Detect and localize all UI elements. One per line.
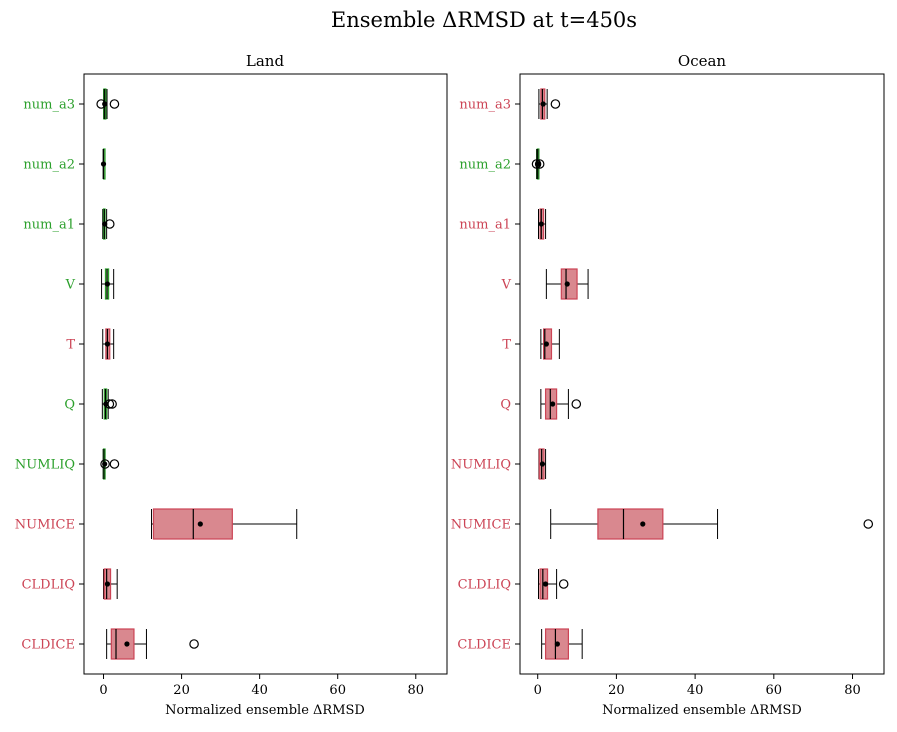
mean-ocean-num-a1 [538,221,544,227]
flier-land-cldice-0 [189,639,199,649]
y-tick-label-ocean-cldice: CLDICE [457,638,511,653]
y-tick-label-ocean-q: Q [500,398,511,413]
flier-land-num-a3-1 [109,99,120,109]
y-tick-label-ocean-numliq: NUMLIQ [451,458,511,473]
mean-land-cldliq [104,581,111,587]
mean-land-numice [197,521,203,527]
mean-ocean-cldice [554,641,560,647]
plot-area-land: 0 20 40 60 80 num_a3 num_a2 num_a1 V T Q NUMLIQ NUMI… [15,73,448,698]
mean-land-num-a1 [102,221,108,227]
boxplot-land-cldliq [103,568,118,600]
mean-ocean-numice [640,521,646,527]
flier-ocean-num-a3-0 [550,99,561,109]
mean-ocean-q [550,401,556,407]
y-tick-label-ocean-num-a2: num_a2 [459,158,511,173]
x-tick-label-ocean-20: 20 [608,683,625,698]
flier-land-numliq-1 [109,459,120,469]
boxplot-ocean-cldice [541,628,583,660]
x-tick-label-land-40: 40 [251,683,268,698]
x-tick-label-land-0: 0 [99,683,107,698]
mean-land-t [104,341,111,347]
y-tick-label-land-num-a1: num_a1 [23,218,75,233]
panel-title-ocean: Ocean [678,52,727,70]
y-tick-label-ocean-cldliq: CLDLIQ [458,578,511,593]
boxplot-ocean-numliq [538,448,547,480]
flier-ocean-num-a2-1 [534,159,545,169]
boxplot-land-cldice [106,628,199,660]
boxplot-ocean-num-a2 [531,148,545,180]
y-tick-label-land-numliq: NUMLIQ [15,458,75,473]
mean-ocean-num-a3 [540,101,546,107]
x-tick-label-land-60: 60 [329,683,346,698]
y-tick-label-ocean-t: T [502,338,511,353]
axes-frame-land [83,73,448,675]
mean-land-num-a2 [100,161,107,167]
x-tick-label-ocean-0: 0 [534,683,542,698]
flier-ocean-numice-0 [863,519,874,529]
x-tick-label-ocean-40: 40 [687,683,704,698]
y-tick-label-land-num-a2: num_a2 [23,158,75,173]
boxplot-land-v [101,268,115,300]
mean-ocean-t [543,341,549,347]
box-ocean-numice [597,508,664,540]
mean-ocean-v [564,281,570,287]
y-tick-label-land-cldliq: CLDLIQ [22,578,75,593]
y-tick-label-ocean-v: V [501,278,512,293]
y-tick-label-land-t: T [66,338,75,353]
boxplot-land-q [101,388,117,420]
y-tick-label-land-numice: NUMICE [15,518,75,533]
mean-ocean-numliq [539,461,546,467]
boxplot-ocean-q [540,388,582,420]
boxplot-land-num-a2 [100,148,107,180]
y-tick-label-ocean-numice: NUMICE [451,518,511,533]
panel-title-land: Land [246,52,285,70]
boxplot-land-t [102,328,115,360]
flier-ocean-q-0 [571,399,582,409]
plot-area-ocean: 0 20 40 60 80 num_a3 num_a2 num_a1 V T Q NUMLIQ NUMI… [451,73,885,698]
x-tick-label-land-20: 20 [173,683,190,698]
boxplot-ocean-t [540,328,560,360]
x-tick-label-ocean-60: 60 [766,683,783,698]
boxplot-ocean-num-a3 [538,88,561,120]
boxplot-ocean-cldliq [537,568,569,600]
y-tick-label-ocean-num-a1: num_a1 [459,218,511,233]
y-tick-label-land-v: V [65,278,76,293]
boxplot-ocean-v [545,268,589,300]
y-tick-label-land-q: Q [64,398,75,413]
flier-ocean-cldliq-0 [558,579,569,589]
boxplot-ocean-num-a1 [537,208,547,240]
x-axis-label-ocean: Normalized ensemble ΔRMSD [602,703,802,718]
axes-frame-ocean [519,73,885,675]
mean-land-q [103,401,109,407]
panel-land: Land 0 20 40 60 80 num_a3 num_a2 num_a1 V T Q NUMLI… [15,52,448,718]
boxplot-land-num-a3 [96,88,120,120]
flier-land-numliq-0 [100,459,110,469]
x-axis-label-land: Normalized ensemble ΔRMSD [165,703,365,718]
mean-land-num-a3 [102,101,108,107]
mean-land-numliq [102,461,108,467]
chart-title: Ensemble ΔRMSD at t=450s [331,8,637,32]
mean-land-cldice [124,641,130,647]
box-land-cldice [110,628,135,660]
y-tick-label-land-num-a3: num_a3 [23,98,75,113]
mean-ocean-num-a2 [535,161,542,167]
boxplot-ocean-numice [550,508,874,540]
boxplot-land-num-a1 [102,208,115,240]
mean-ocean-cldliq [542,581,549,587]
mean-land-v [104,281,111,287]
y-tick-label-land-cldice: CLDICE [21,638,75,653]
x-tick-label-ocean-80: 80 [844,683,861,698]
panel-ocean: Ocean 0 20 40 60 80 num_a3 num_a2 num_a1 V T Q NUML… [451,52,885,718]
boxplot-land-numice [151,508,298,540]
x-tick-label-land-80: 80 [408,683,425,698]
y-tick-label-ocean-num-a3: num_a3 [459,98,511,113]
boxplot-land-numliq [100,448,120,480]
